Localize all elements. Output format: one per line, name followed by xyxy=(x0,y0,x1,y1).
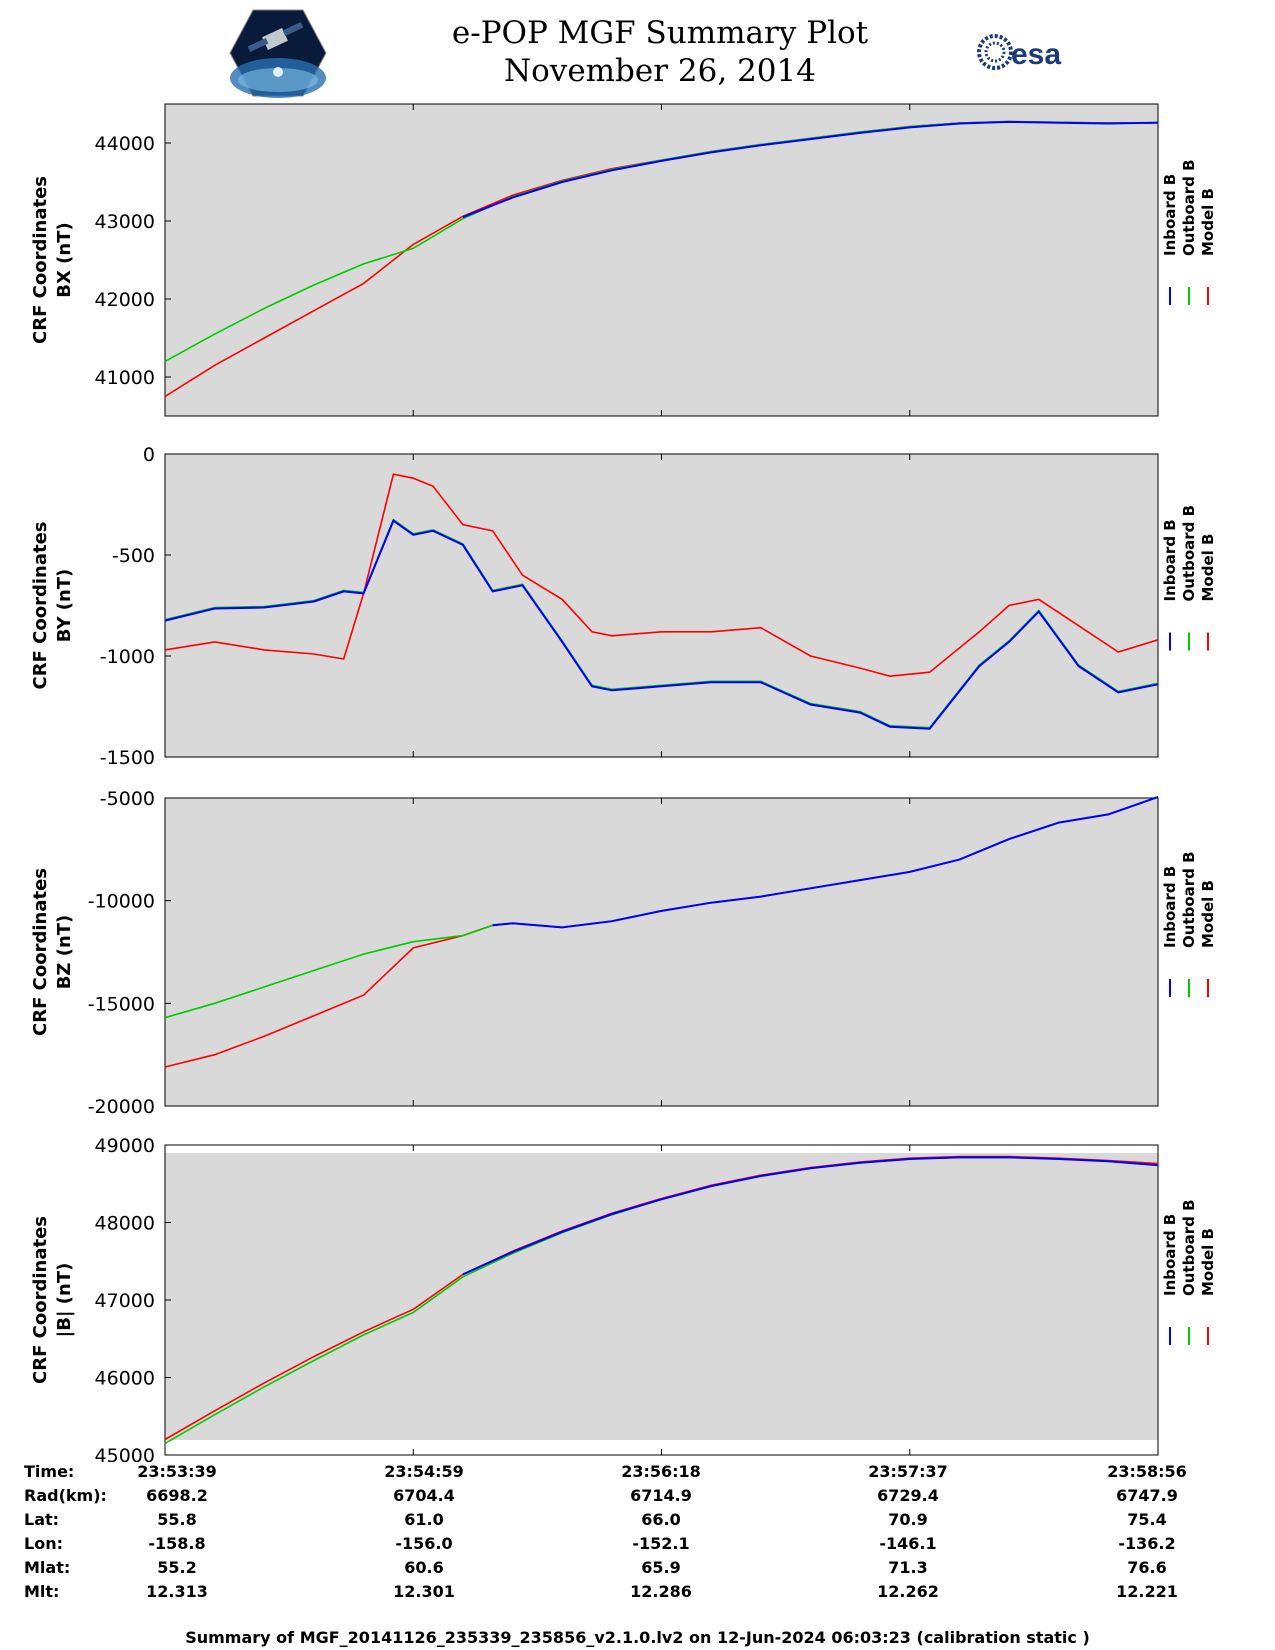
ephemeris-value: 6714.9 xyxy=(630,1486,692,1505)
legend-label-model: Model B xyxy=(1199,188,1217,256)
esa-logo-text: esa xyxy=(1011,38,1061,71)
y-axis-label-line2: BY (nT) xyxy=(54,569,75,643)
ephemeris-row-label: Rad(km): xyxy=(24,1486,107,1505)
series-line-inboard-b xyxy=(164,519,1159,730)
ephemeris-value: 71.3 xyxy=(888,1558,928,1577)
series-line-inboard-b xyxy=(492,796,1159,929)
y-axis-label-line2: BX (nT) xyxy=(54,222,75,297)
y-tick-label: 43000 xyxy=(95,211,155,233)
series-line-model-b xyxy=(164,473,1159,678)
ephemeris-value: 6729.4 xyxy=(877,1486,939,1505)
series-line-inboard-b xyxy=(462,120,1159,219)
y-axis-label-line1: CRF Coordinates xyxy=(30,522,51,690)
ephemeris-value: 12.313 xyxy=(146,1582,208,1601)
plot-date: November 26, 2014 xyxy=(504,53,816,89)
y-tick-label: 46000 xyxy=(95,1368,155,1390)
ephemeris-value: 55.2 xyxy=(157,1558,197,1577)
y-tick-label: 0 xyxy=(143,444,155,466)
ephemeris-value: 12.286 xyxy=(630,1582,692,1601)
ephemeris-value: 6698.2 xyxy=(146,1486,208,1505)
ephemeris-value: -152.1 xyxy=(632,1534,690,1553)
y-tick-label: 45000 xyxy=(95,1445,155,1462)
legend-label-inboard: Inboard B xyxy=(1161,519,1179,601)
ephemeris-value: 65.9 xyxy=(641,1558,681,1577)
ephemeris-value: 61.0 xyxy=(404,1510,444,1529)
legend-label-model: Model B xyxy=(1199,534,1217,602)
ephemeris-value: -146.1 xyxy=(879,1534,937,1553)
y-tick-label: 41000 xyxy=(95,367,155,389)
title-block: e-POP MGF Summary Plot November 26, 2014 xyxy=(300,14,1020,90)
y-axis-label-line1: CRF Coordinates xyxy=(30,176,51,344)
ephemeris-value: 23:58:56 xyxy=(1107,1462,1187,1481)
y-tick-label: -1000 xyxy=(100,646,155,668)
ephemeris-value: 23:56:18 xyxy=(621,1462,701,1481)
plot-area-2 xyxy=(165,454,1158,757)
ephemeris-value: 23:53:39 xyxy=(137,1462,217,1481)
ephemeris-value: 60.6 xyxy=(404,1558,444,1577)
ephemeris-value: 6747.9 xyxy=(1116,1486,1178,1505)
legend-label-outboard: Outboard B xyxy=(1180,851,1198,948)
y-tick-label: 49000 xyxy=(95,1135,155,1157)
ephemeris-value: 23:57:37 xyxy=(868,1462,948,1481)
legend-label-outboard: Outboard B xyxy=(1180,159,1198,256)
series-line-inboard-b xyxy=(462,1156,1159,1276)
ephemeris-value: 23:54:59 xyxy=(384,1462,464,1481)
ephemeris-value: 75.4 xyxy=(1127,1510,1167,1529)
y-axis-label-line1: CRF Coordinates xyxy=(30,868,51,1036)
y-tick-label: -1500 xyxy=(100,747,155,769)
legend-label-model: Model B xyxy=(1199,1228,1217,1296)
plot-area-1 xyxy=(165,104,1158,416)
legend-label-inboard: Inboard B xyxy=(1161,1214,1179,1296)
ephemeris-row-label: Mlat: xyxy=(24,1558,71,1577)
y-tick-label: 42000 xyxy=(95,289,155,311)
ephemeris-value: 55.8 xyxy=(157,1510,197,1529)
ephemeris-value: 76.6 xyxy=(1127,1558,1167,1577)
y-tick-label: 48000 xyxy=(95,1213,155,1235)
y-tick-label: -5000 xyxy=(100,788,155,810)
esa-logo: esa xyxy=(977,34,1061,71)
y-tick-label: -10000 xyxy=(88,891,155,913)
ephemeris-row-label: Mlt: xyxy=(24,1582,60,1601)
legend-label-outboard: Outboard B xyxy=(1180,1199,1198,1296)
plot-title: e-POP MGF Summary Plot xyxy=(451,15,869,51)
y-tick-label: -15000 xyxy=(88,993,155,1015)
ephemeris-value: 66.0 xyxy=(641,1510,681,1529)
ephemeris-row-label: Lat: xyxy=(24,1510,60,1529)
y-tick-label: 44000 xyxy=(95,133,155,155)
ephemeris-table: Time: Rad(km): Lat: Lon: Mlat: Mlt: 23:53:39 66… xyxy=(0,1462,1275,1622)
y-tick-label: -500 xyxy=(112,545,155,567)
plot-area-4 xyxy=(165,1153,1158,1440)
y-tick-label: -20000 xyxy=(88,1096,155,1118)
footer-summary: Summary of MGF_20141126_235339_235856_v2… xyxy=(185,1628,1090,1647)
ephemeris-value: 12.262 xyxy=(877,1582,939,1601)
y-tick-label: 47000 xyxy=(95,1290,155,1312)
legend-label-inboard: Inboard B xyxy=(1161,866,1179,948)
ephemeris-value: -136.2 xyxy=(1118,1534,1176,1553)
ephemeris-row-label: Lon: xyxy=(24,1534,63,1553)
ephemeris-value: 12.301 xyxy=(393,1582,455,1601)
legend-label-model: Model B xyxy=(1199,880,1217,948)
ephemeris-value: 12.221 xyxy=(1116,1582,1178,1601)
y-axis-label-line2: BZ (nT) xyxy=(54,915,75,990)
legend-label-outboard: Outboard B xyxy=(1180,505,1198,602)
ephemeris-value: -156.0 xyxy=(395,1534,453,1553)
ephemeris-row-label: Time: xyxy=(24,1462,75,1481)
plot-area-3 xyxy=(165,798,1158,1106)
epop-mission-logo xyxy=(229,9,327,98)
ephemeris-value: 70.9 xyxy=(888,1510,928,1529)
ephemeris-value: 6704.4 xyxy=(393,1486,455,1505)
y-axis-label-line2: |B| (nT) xyxy=(54,1263,75,1338)
legend-label-inboard: Inboard B xyxy=(1161,174,1179,256)
y-axis-label-line1: CRF Coordinates xyxy=(30,1216,51,1384)
ephemeris-value: -158.8 xyxy=(148,1534,206,1553)
